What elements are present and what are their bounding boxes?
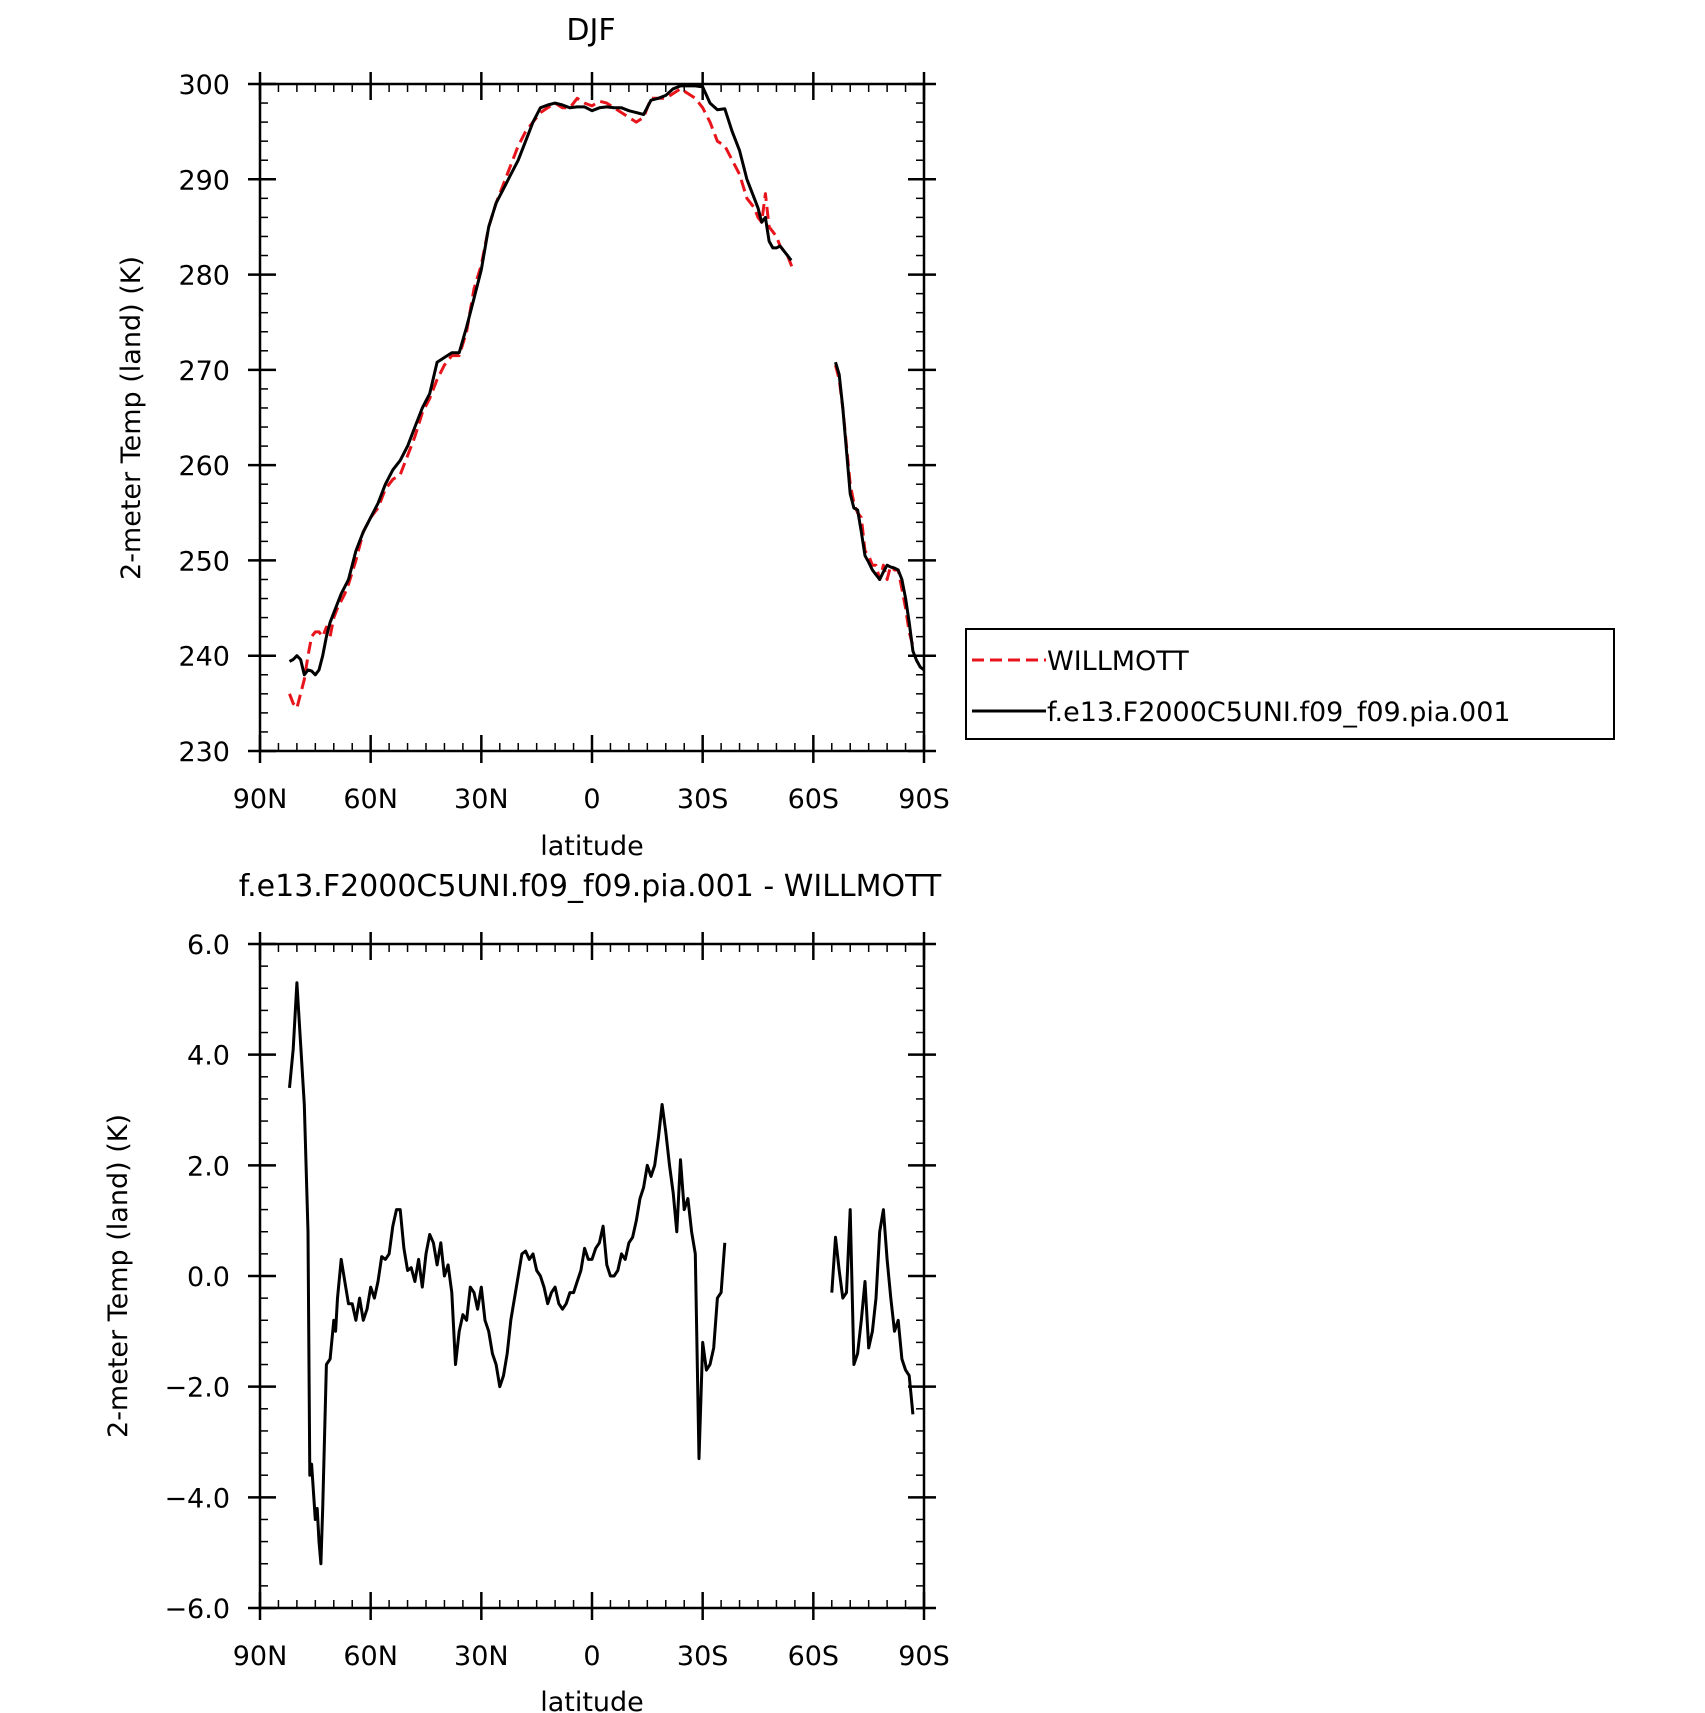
top-x-tick-label: 30S [677,784,729,815]
bottom-y-tick-label: 0.0 [187,1262,230,1293]
top-y-tick-label: 270 [178,356,230,387]
bottom-panel-title: f.e13.F2000C5UNI.f09_f09.pia.001 - WILLM… [239,869,942,904]
bottom-y-axis-label: 2-meter Temp (land) (K) [103,1114,134,1438]
top-y-tick-label: 230 [178,737,230,768]
top-y-axis-label: 2-meter Temp (land) (K) [116,256,147,580]
bottom-x-tick-label: 90S [898,1641,950,1672]
top-x-tick-label: 0 [583,784,600,815]
bottom-x-axis-label: latitude [540,1687,644,1713]
legend-box [965,628,1615,740]
top-series-line-f-e13-f2000c5uni-f09-f09-pia-001 [288,84,793,677]
top-y-tick-label: 300 [178,70,230,101]
bottom-series-lines [288,981,915,1566]
top-series-line-f-e13-f2000c5uni-f09-f09-pia-001 [834,361,925,672]
legend-label-willmott: WILLMOTT [1047,646,1189,677]
legend-label-model: f.e13.F2000C5UNI.f09_f09.pia.001 [1047,697,1511,728]
legend: WILLMOTT f.e13.F2000C5UNI.f09_f09.pia.00… [965,628,1615,740]
top-plot-frame [258,82,926,753]
top-x-axis-label: latitude [540,831,644,862]
top-panel-title: DJF [566,13,615,48]
top-y-tick-label: 250 [178,546,230,577]
bottom-series-line-difference [830,1208,915,1415]
bottom-y-tick-label: 2.0 [187,1151,230,1182]
top-y-tick-label: 290 [178,165,230,196]
bottom-x-tick-label: 60N [343,1641,398,1672]
top-y-tick-label: 280 [178,261,230,292]
bottom-panel: f.e13.F2000C5UNI.f09_f09.pia.001 - WILLM… [103,869,950,1713]
top-x-tick-label: 90N [233,784,288,815]
top-series-line-willmott [834,364,917,648]
bottom-x-tick-label: 30N [454,1641,509,1672]
bottom-y-tick-label: 6.0 [187,930,230,961]
bottom-y-tick-label: −2.0 [164,1373,230,1404]
bottom-y-tick-label: −6.0 [164,1594,230,1625]
top-x-tick-label: 90S [898,784,950,815]
bottom-x-tick-label: 90N [233,1641,288,1672]
top-y-tick-label: 260 [178,451,230,482]
bottom-y-tick-label: 4.0 [187,1041,230,1072]
bottom-x-tick-label: 30S [677,1641,729,1672]
bottom-x-tick-label: 60S [788,1641,840,1672]
top-x-tick-label: 60S [788,784,840,815]
bottom-plot-frame [258,942,926,1610]
top-x-tick-label: 30N [454,784,509,815]
bottom-series-line-difference [288,981,727,1566]
bottom-x-tick-label: 0 [583,1641,600,1672]
bottom-y-tick-label: −4.0 [164,1483,230,1514]
top-x-tick-label: 60N [343,784,398,815]
top-series-line-willmott [288,87,795,710]
top-series-lines [288,84,925,710]
top-y-tick-label: 240 [178,642,230,673]
